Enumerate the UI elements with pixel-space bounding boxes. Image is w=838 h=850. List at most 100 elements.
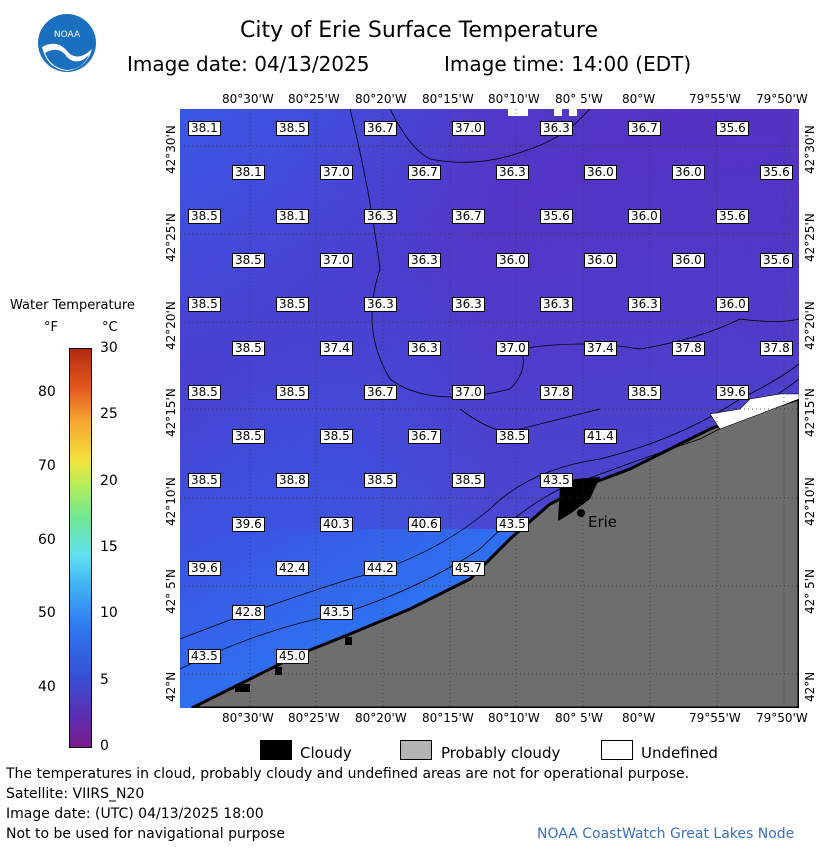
temp-label: 37.4 — [584, 341, 617, 356]
temp-label: 38.5 — [188, 297, 221, 312]
lat-label-right: 42°25'N — [803, 213, 817, 262]
temp-label: 40.6 — [408, 517, 441, 532]
temp-label: 38.5 — [188, 385, 221, 400]
temp-label: 37.8 — [672, 341, 705, 356]
lat-label-left: 42°20'N — [164, 301, 178, 350]
lon-label-top: 80°15'W — [422, 92, 474, 106]
lon-label-bottom: 80°W — [622, 711, 656, 725]
temp-label: 43.5 — [320, 605, 353, 620]
temp-label: 36.3 — [408, 341, 441, 356]
temp-label: 37.0 — [320, 165, 353, 180]
temp-label: 38.5 — [232, 429, 265, 444]
lon-label-top: 79°55'W — [689, 92, 741, 106]
colorbar-f-tick: 60 — [38, 531, 56, 548]
lat-label-right: 42°15'N — [803, 388, 817, 437]
lat-label-right: 42°30'N — [803, 125, 817, 174]
temp-label: 38.5 — [232, 253, 265, 268]
temp-label: 39.6 — [716, 385, 749, 400]
lon-label-bottom: 80° 5'W — [555, 711, 603, 725]
temp-label: 37.0 — [496, 341, 529, 356]
temp-label: 38.5 — [188, 473, 221, 488]
temp-label: 38.5 — [496, 429, 529, 444]
colorbar-c-tick: 15 — [100, 539, 118, 555]
noaa-logo: NOAA — [37, 13, 97, 73]
lon-label-top: 80°W — [622, 92, 656, 106]
lat-label-right: 42°10'N — [803, 477, 817, 526]
temp-label: 43.5 — [188, 649, 221, 664]
temp-label: 36.3 — [364, 297, 397, 312]
temp-label: 35.6 — [716, 121, 749, 136]
temp-label: 39.6 — [232, 517, 265, 532]
legend-undefined: Undefined — [641, 744, 718, 762]
temp-label: 41.4 — [584, 429, 617, 444]
temp-label: 37.0 — [452, 385, 485, 400]
footer-utc: Image date: (UTC) 04/13/2025 18:00 — [6, 806, 264, 822]
temp-label: 36.7 — [452, 209, 485, 224]
unit-f: °F — [44, 320, 58, 335]
lon-label-top: 80°20'W — [355, 92, 407, 106]
temp-label: 36.0 — [672, 165, 705, 180]
temp-label: 36.0 — [584, 253, 617, 268]
legend-probably-cloudy-swatch — [400, 740, 432, 760]
colorbar-c-tick: 5 — [100, 671, 109, 688]
temp-label: 36.7 — [364, 385, 397, 400]
image-time: Image time: 14:00 (EDT) — [444, 52, 692, 76]
map: 38.1 38.5 36.7 37.0 36.3 36.7 35.6 38.1 37.0 36.7… — [180, 109, 799, 708]
temp-label: 36.0 — [584, 165, 617, 180]
colorbar-c-tick: 0 — [100, 738, 109, 754]
temp-label: 36.3 — [364, 209, 397, 224]
temp-label: 44.2 — [364, 561, 397, 576]
legend-cloudy-swatch — [260, 740, 292, 760]
temp-label: 38.5 — [628, 385, 661, 400]
temp-label: 42.4 — [276, 561, 309, 576]
lon-label-bottom: 80°25'W — [288, 711, 340, 725]
temp-label: 38.1 — [188, 121, 221, 136]
colorbar-f-tick: 40 — [38, 679, 56, 696]
svg-text:NOAA: NOAA — [54, 30, 81, 40]
legend-cloudy: Cloudy — [300, 744, 352, 762]
lon-label-bottom: 80°10'W — [488, 711, 540, 725]
temp-label: 38.5 — [276, 121, 309, 136]
unit-c: °C — [102, 320, 118, 335]
lon-label-top: 80°10'W — [488, 92, 540, 106]
temp-label: 35.6 — [760, 165, 793, 180]
temp-label: 37.8 — [760, 341, 793, 356]
lat-label-left: 42°30'N — [164, 125, 178, 174]
temp-label: 35.6 — [716, 209, 749, 224]
temp-label: 36.3 — [496, 165, 529, 180]
temp-label: 36.7 — [408, 165, 441, 180]
temp-label: 36.7 — [364, 121, 397, 136]
lat-label-left: 42° 5'N — [164, 569, 178, 614]
temp-label: 36.7 — [408, 429, 441, 444]
lat-label-right: 42°N — [803, 671, 817, 702]
colorbar-f-tick: 70 — [38, 457, 56, 474]
temp-label: 37.0 — [320, 253, 353, 268]
temp-label: 38.5 — [232, 341, 265, 356]
temp-label: 36.0 — [672, 253, 705, 268]
temp-label: 42.8 — [232, 605, 265, 620]
temp-label: 36.0 — [628, 209, 661, 224]
temp-label: 35.6 — [760, 253, 793, 268]
temp-label: 43.5 — [496, 517, 529, 532]
colorbar-c-tick: 20 — [100, 472, 118, 489]
temp-label: 39.6 — [188, 561, 221, 576]
lon-label-bottom: 79°55'W — [689, 711, 741, 725]
temp-label: 36.3 — [540, 121, 573, 136]
lat-label-left: 42°N — [164, 671, 178, 702]
temp-label: 38.5 — [188, 209, 221, 224]
legend-probably-cloudy: Probably cloudy — [441, 744, 561, 762]
temp-label: 38.1 — [276, 209, 309, 224]
footer-nav: Not to be used for navigational purpose — [6, 826, 285, 842]
temp-label: 36.3 — [628, 297, 661, 312]
temp-label: 37.0 — [452, 121, 485, 136]
colorbar-c-tick: 30 — [100, 340, 118, 356]
lon-label-top: 80° 5'W — [555, 92, 603, 106]
temp-label: 36.0 — [496, 253, 529, 268]
temp-label: 38.5 — [276, 297, 309, 312]
erie-marker — [577, 509, 585, 517]
colorbar-f-tick: 80 — [38, 384, 56, 401]
lat-label-left: 42°10'N — [164, 477, 178, 526]
temp-label: 38.1 — [232, 165, 265, 180]
footer-satellite: Satellite: VIIRS_N20 — [6, 786, 145, 802]
lon-label-top: 80°25'W — [288, 92, 340, 106]
